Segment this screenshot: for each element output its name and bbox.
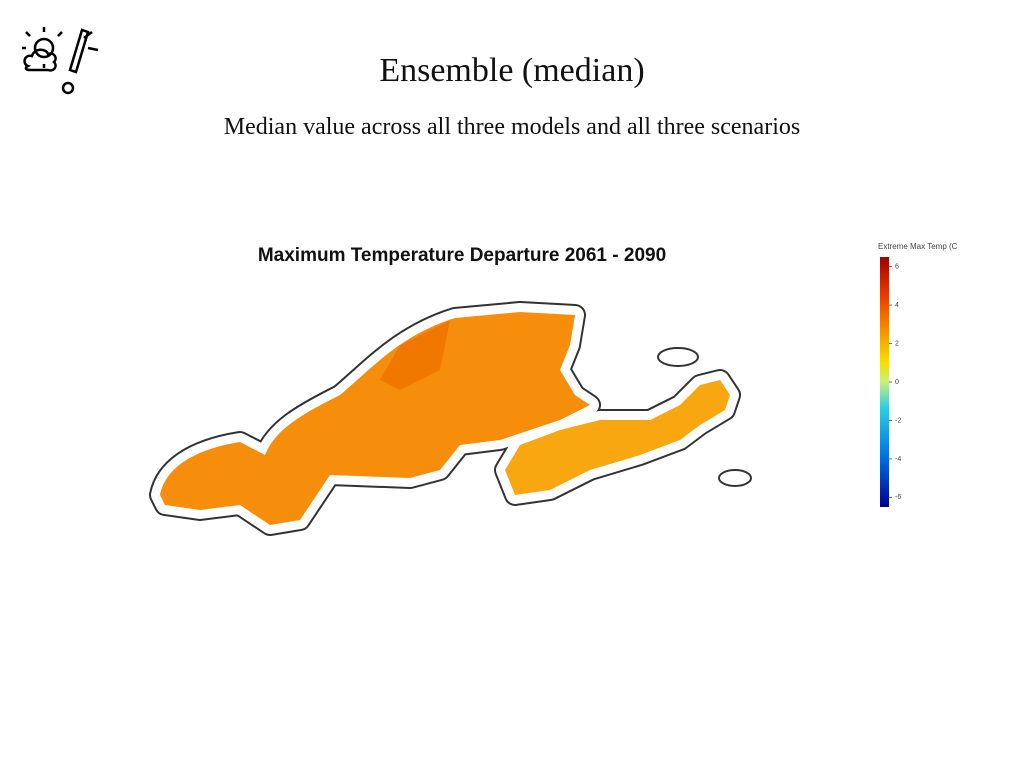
legend-tick-label: -6 <box>895 494 901 501</box>
legend-tick-label: 2 <box>895 340 899 347</box>
map-title: Maximum Temperature Departure 2061 - 209… <box>258 245 666 266</box>
warm-region <box>380 320 450 390</box>
south-shore-fill <box>505 380 730 495</box>
weather-icon <box>22 27 99 95</box>
legend-title: Extreme Max Temp (C <box>878 242 958 251</box>
slide-subtitle: Median value across all three models and… <box>223 114 801 140</box>
legend-tick-label: 0 <box>895 379 899 386</box>
colorbar <box>880 257 889 507</box>
legend-tick-label: -4 <box>895 456 901 463</box>
legend-tick-label: 6 <box>895 263 899 270</box>
legend-tick-label: 4 <box>895 302 899 309</box>
legend-tick-label: -2 <box>895 417 901 424</box>
slide-title: Ensemble (median) <box>379 52 645 89</box>
mainland-fill <box>160 312 590 525</box>
